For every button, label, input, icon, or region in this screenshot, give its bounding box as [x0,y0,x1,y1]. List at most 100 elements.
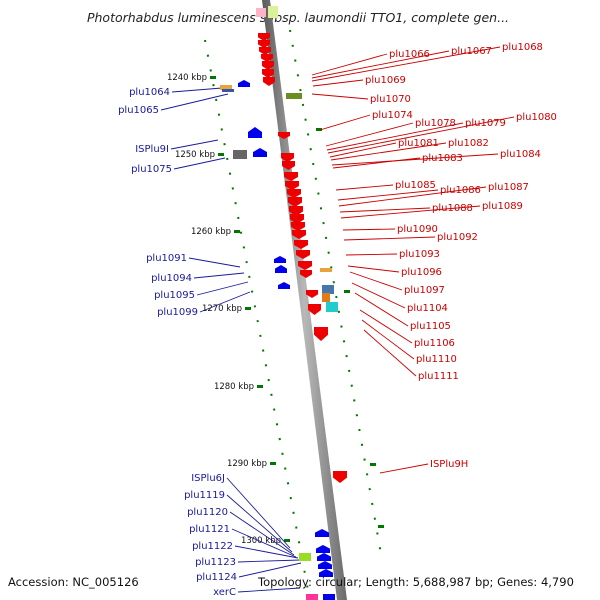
feature-box-steelblue[interactable] [322,285,334,294]
gene-label-plu1069[interactable]: plu1069 [365,75,406,86]
reverse-gene-arrow[interactable] [262,61,274,70]
gene-label-plu1123[interactable]: plu1123 [195,557,236,568]
gene-label-plu1095[interactable]: plu1095 [154,290,195,301]
reverse-gene-arrow[interactable] [294,240,308,249]
reverse-gene-arrow[interactable] [285,181,299,190]
gene-label-plu1070[interactable]: plu1070 [370,94,411,105]
reverse-gene-arrow[interactable] [300,270,312,278]
feature-box-orange-2[interactable] [320,268,332,272]
gene-label-plu1083[interactable]: plu1083 [422,153,463,164]
gene-label-plu1090[interactable]: plu1090 [397,224,438,235]
gene-label-plu1094[interactable]: plu1094 [151,273,192,284]
forward-gene-arrow[interactable] [275,265,287,273]
reverse-gene-arrow[interactable] [308,304,321,315]
feature-box-blue-top[interactable] [222,89,234,92]
gene-label-plu1091[interactable]: plu1091 [146,253,187,264]
feature-box-pink[interactable] [256,8,266,17]
reverse-gene-arrow[interactable] [292,230,306,239]
gene-label-isplu9i[interactable]: ISPlu9I [135,144,169,155]
forward-gene-arrow[interactable] [317,553,331,561]
feature-box-blue-bottom[interactable] [323,594,335,600]
gene-label-plu1075[interactable]: plu1075 [131,164,172,175]
gene-label-plu1079[interactable]: plu1079 [465,118,506,129]
reverse-gene-arrow[interactable] [278,132,290,139]
gene-label-plu1124[interactable]: plu1124 [196,572,237,583]
gene-label-plu1121[interactable]: plu1121 [189,524,230,535]
reverse-gene-arrow[interactable] [290,214,304,224]
forward-gene-arrow[interactable] [248,127,262,138]
map-title: Photorhabdus luminescens subsp. laumondi… [87,10,509,25]
feature-box-olive[interactable] [286,93,302,99]
gene-label-isplu6j[interactable]: ISPlu6J [191,473,225,484]
gene-label-plu1068[interactable]: plu1068 [502,42,543,53]
feature-box-cyan[interactable] [326,302,338,312]
forward-gene-arrow[interactable] [319,569,333,577]
gene-label-plu1064[interactable]: plu1064 [129,87,170,98]
feature-box-light-green[interactable] [268,6,278,18]
gene-label-plu1099[interactable]: plu1099 [157,307,198,318]
reverse-gene-arrow[interactable] [258,33,270,41]
gene-label-plu1066[interactable]: plu1066 [389,49,430,60]
gene-label-plu1078[interactable]: plu1078 [415,118,456,129]
gene-label-plu1074[interactable]: plu1074 [372,110,413,121]
gene-label-xerc[interactable]: xerC [213,587,236,598]
feature-box-gray[interactable] [233,150,247,159]
feature-box-orange-3[interactable] [322,293,330,302]
scale-tick-label: 1260 kbp [191,227,231,237]
gene-label-plu1086[interactable]: plu1086 [440,185,481,196]
forward-gene-arrow[interactable] [253,148,267,157]
reverse-gene-arrow[interactable] [306,290,318,298]
gene-label-isplu9h[interactable]: ISPlu9H [430,459,468,470]
gene-label-plu1089[interactable]: plu1089 [482,201,523,212]
reverse-gene-arrow[interactable] [259,47,271,55]
gene-label-plu1084[interactable]: plu1084 [500,149,541,160]
gene-label-plu1104[interactable]: plu1104 [407,303,448,314]
gene-label-plu1119[interactable]: plu1119 [184,490,225,501]
forward-gene-arrow[interactable] [318,561,332,569]
gene-label-plu1065[interactable]: plu1065 [118,105,159,116]
gene-label-plu1085[interactable]: plu1085 [395,180,436,191]
reverse-gene-arrow[interactable] [258,40,270,48]
reverse-gene-arrow[interactable] [289,206,303,216]
gene-label-plu1097[interactable]: plu1097 [404,285,445,296]
feature-box-lime[interactable] [299,553,311,561]
reverse-gene-arrow[interactable] [296,250,310,259]
tick-dot-lines [204,29,383,591]
gene-label-plu1067[interactable]: plu1067 [451,46,492,57]
reverse-gene-arrow[interactable] [288,197,302,207]
reverse-gene-arrow[interactable] [298,261,312,270]
gene-features [220,6,338,600]
gene-label-plu1111[interactable]: plu1111 [418,371,459,382]
forward-gene-arrow[interactable] [316,545,330,553]
reverse-gene-arrow[interactable] [261,54,273,62]
gene-label-plu1105[interactable]: plu1105 [410,321,451,332]
feature-box-magenta[interactable] [306,594,318,600]
reverse-gene-arrow[interactable] [314,327,328,341]
gene-label-plu1106[interactable]: plu1106 [414,338,455,349]
gene-label-plu1120[interactable]: plu1120 [187,507,228,518]
gene-label-plu1082[interactable]: plu1082 [448,138,489,149]
reverse-gene-arrow[interactable] [263,77,275,86]
reverse-gene-arrow[interactable] [291,222,305,231]
reverse-gene-arrow[interactable] [284,172,298,181]
gene-label-plu1080[interactable]: plu1080 [516,112,557,123]
gene-label-plu1081[interactable]: plu1081 [398,138,439,149]
gene-label-plu1087[interactable]: plu1087 [488,182,529,193]
forward-gene-arrow[interactable] [278,282,290,289]
gene-label-plu1093[interactable]: plu1093 [399,249,440,260]
reverse-gene-arrow[interactable] [282,161,295,170]
reverse-gene-arrow[interactable] [287,189,301,198]
forward-gene-arrow[interactable] [315,529,329,537]
gene-label-plu1122[interactable]: plu1122 [192,541,233,552]
reverse-gene-arrow[interactable] [333,471,347,483]
gene-label-plu1088[interactable]: plu1088 [432,203,473,214]
forward-gene-arrow[interactable] [274,256,286,263]
reverse-gene-arrow[interactable] [281,153,294,162]
gene-label-plu1110[interactable]: plu1110 [416,354,457,365]
reverse-gene-arrow[interactable] [262,69,274,78]
feature-box-orange[interactable] [220,85,232,90]
forward-gene-arrow[interactable] [238,80,250,87]
gene-label-plu1092[interactable]: plu1092 [437,232,478,243]
gene-label-plu1096[interactable]: plu1096 [401,267,442,278]
